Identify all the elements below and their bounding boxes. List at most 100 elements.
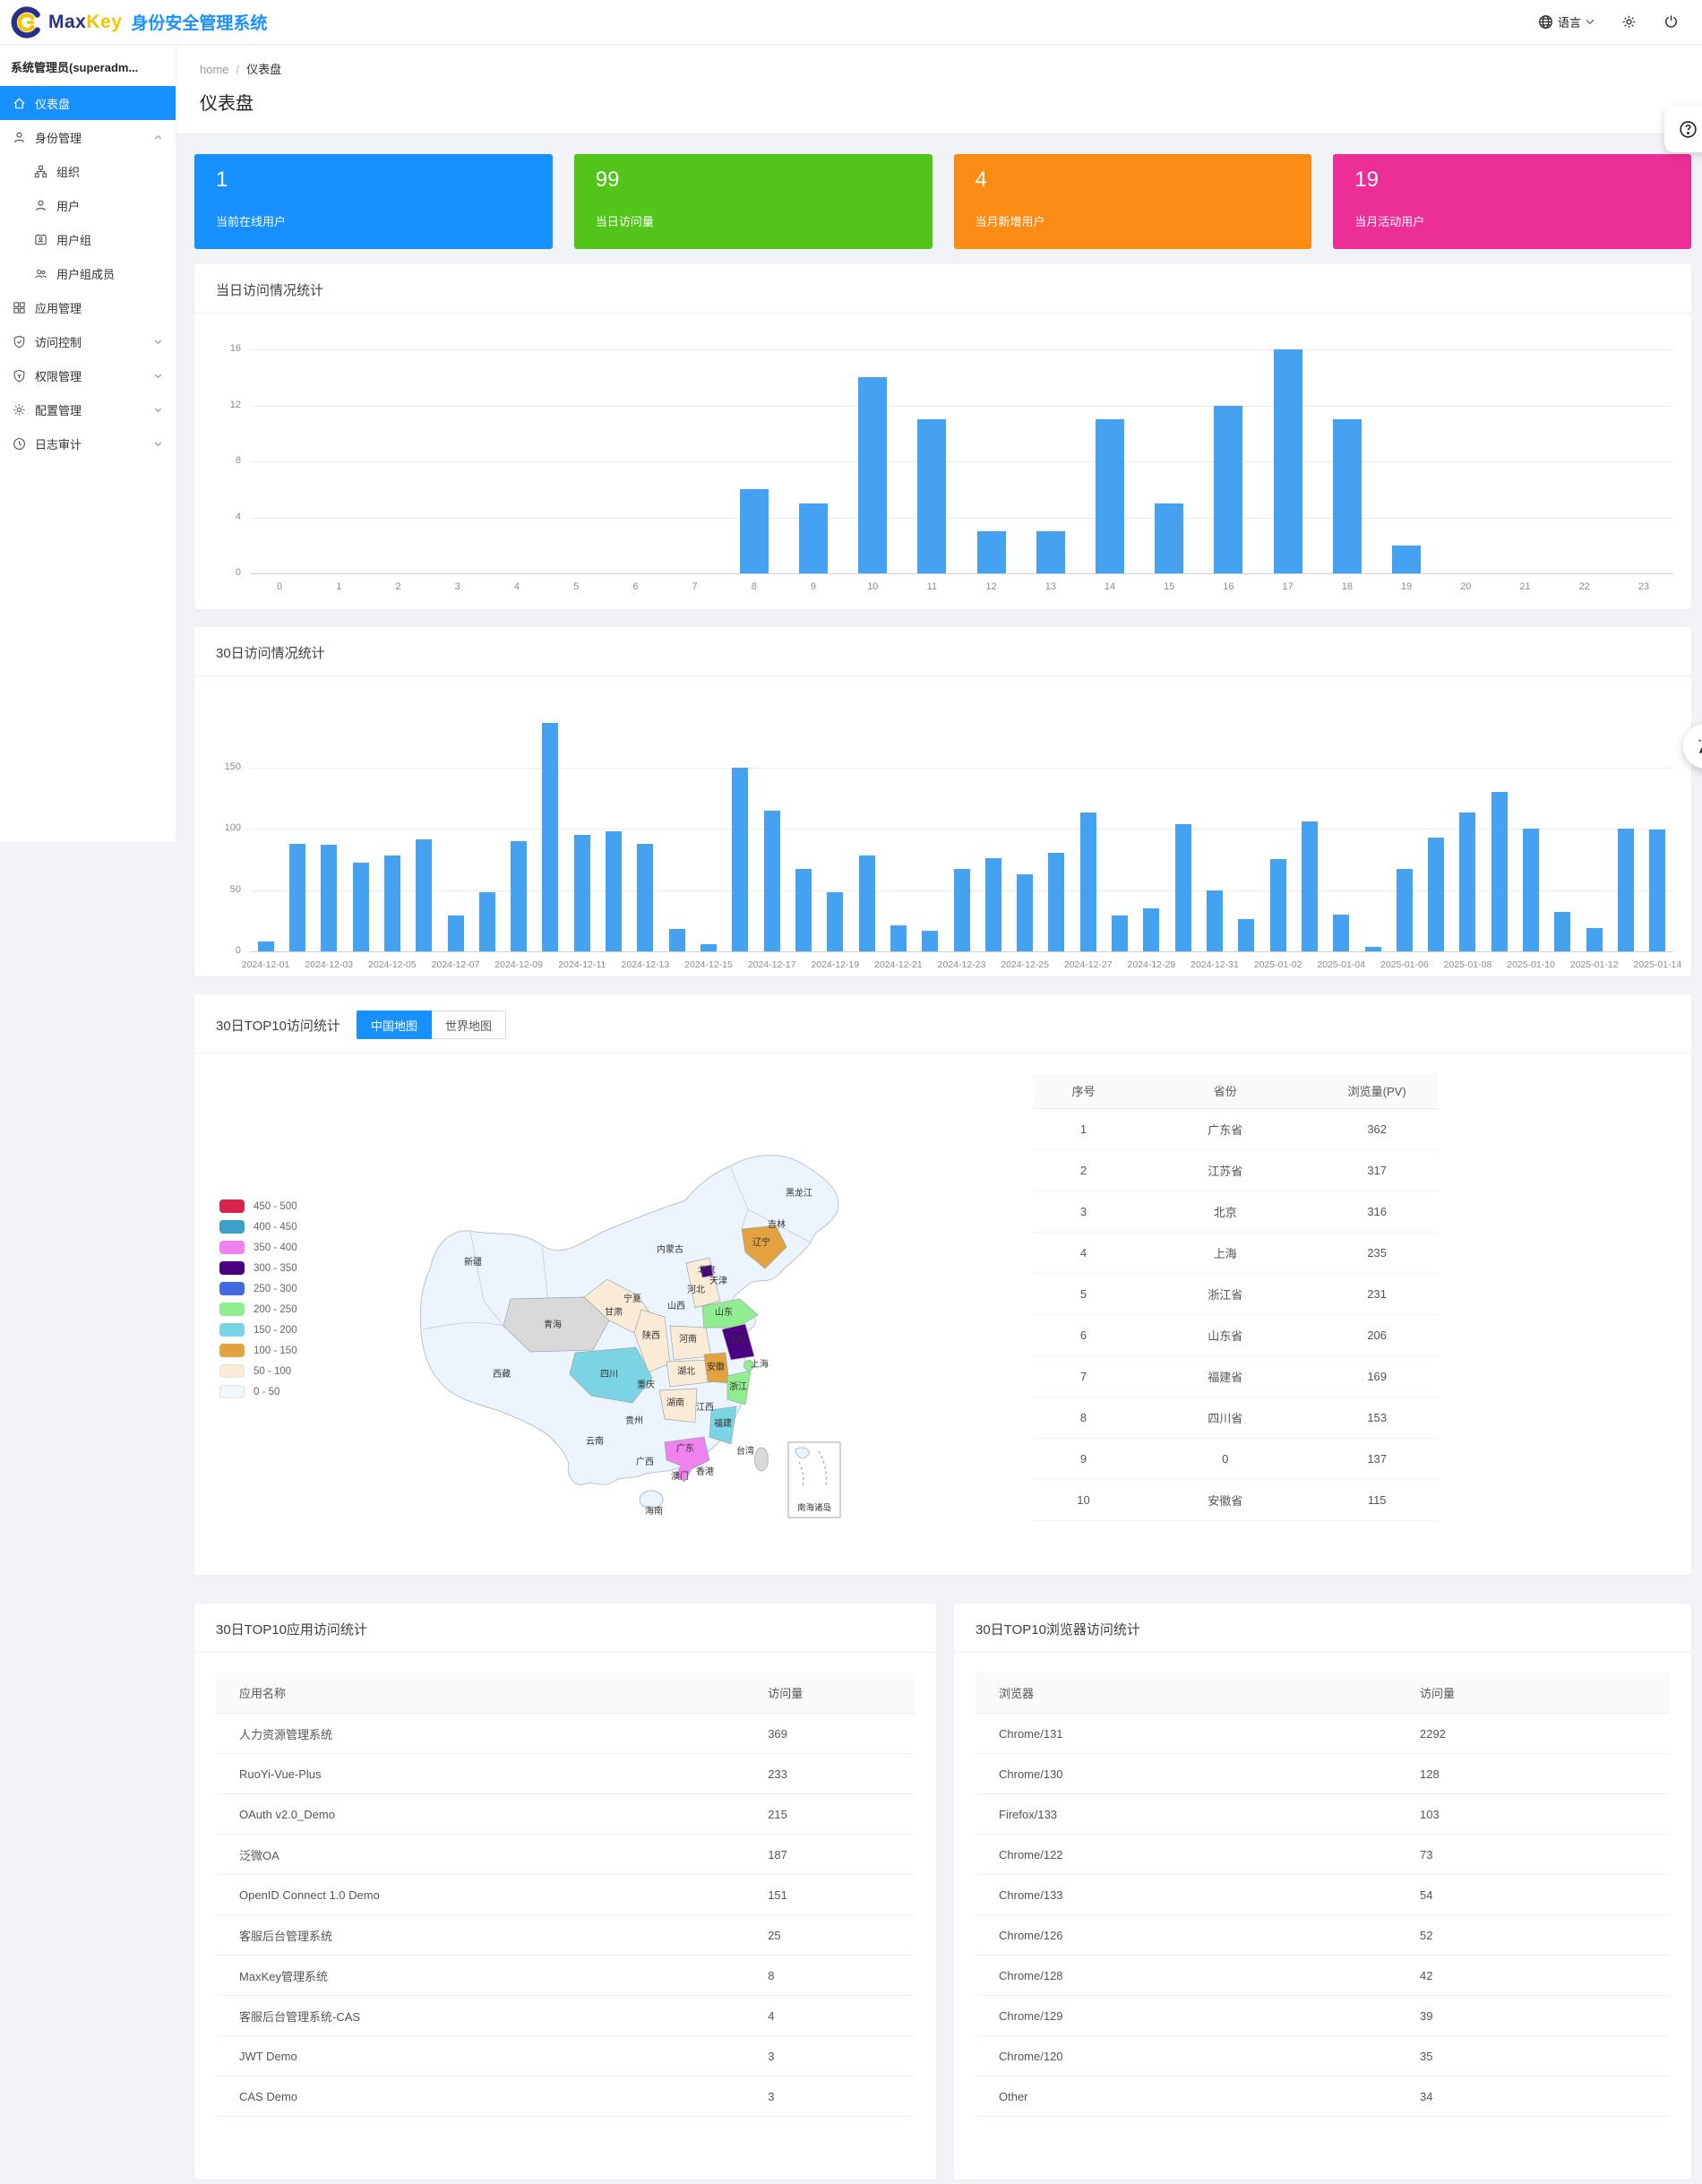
table-cell: 浙江省 — [1208, 1288, 1243, 1302]
bar — [1491, 792, 1508, 951]
table-cell: 人力资源管理系统 — [239, 1727, 333, 1741]
province-jiangsu[interactable] — [721, 1323, 755, 1361]
settings-gear-icon[interactable] — [1621, 14, 1637, 30]
sidebar-item-permissions[interactable]: 权限管理 — [0, 358, 176, 392]
legend-item-0: 450 - 500 — [219, 1196, 297, 1217]
column-header: 访问量 — [1420, 1687, 1456, 1700]
x-tick-label: 8 — [751, 581, 757, 592]
gridline — [250, 767, 1673, 769]
card-title: 30日访问情况统计 — [216, 646, 325, 661]
table-cell: 安徽省 — [1208, 1494, 1243, 1508]
province-liaoning[interactable] — [741, 1225, 787, 1269]
province-zhejiang[interactable] — [726, 1370, 752, 1406]
x-tick-label: 2024-12-13 — [621, 959, 670, 970]
table-cell: 153 — [1367, 1411, 1388, 1424]
bar — [1392, 545, 1422, 573]
province-fujian[interactable] — [709, 1406, 737, 1445]
sidebar-item-identity[interactable]: 身份管理 — [0, 120, 176, 154]
sidebar-item-organization[interactable]: 组织 — [0, 154, 176, 188]
tab-world-map[interactable]: 世界地图 — [430, 1010, 506, 1039]
sidebar-item-access-control[interactable]: 访问控制 — [0, 324, 176, 358]
table-cell: Chrome/122 — [999, 1847, 1063, 1862]
help-floating-button[interactable] — [1664, 106, 1702, 152]
x-tick-label: 2025-01-06 — [1380, 959, 1429, 970]
gridline — [250, 405, 1673, 407]
y-tick-label: 8 — [235, 455, 241, 466]
table-row: 3 北京 316 — [1033, 1191, 1438, 1233]
x-tick-label: 5 — [573, 581, 580, 592]
sidebar-item-label: 用户组 — [56, 233, 92, 247]
x-tick-label: 4 — [513, 581, 520, 592]
brand-title: 身份安全管理系统 — [131, 14, 268, 33]
province-shandong[interactable] — [701, 1298, 759, 1328]
bar — [798, 503, 828, 573]
table-cell: CAS Demo — [239, 2089, 298, 2103]
sidebar-item-user-groups[interactable]: 用户组 — [0, 222, 176, 256]
table-cell: 4 — [1079, 1246, 1087, 1260]
table-cell: 73 — [1420, 1847, 1433, 1862]
table-cell: 231 — [1367, 1287, 1388, 1301]
province-guangdong[interactable] — [664, 1436, 710, 1483]
breadcrumb-home[interactable]: home — [200, 63, 229, 76]
province-label: 上海 — [751, 1358, 769, 1370]
language-dropdown[interactable]: 语言 — [1538, 13, 1595, 30]
table-cell: RuoYi-Vue-Plus — [239, 1767, 322, 1781]
sidebar-item-dashboard[interactable]: 仪表盘 — [0, 86, 176, 120]
sidebar-item-apps[interactable]: 应用管理 — [0, 290, 176, 324]
y-tick-label: 50 — [229, 883, 241, 895]
province-shaanxi[interactable] — [633, 1309, 671, 1373]
card-title: 30日TOP10访问统计 — [216, 1018, 340, 1034]
x-tick-label: 2 — [395, 581, 401, 592]
table-cell: 3 — [768, 2089, 775, 2103]
table-header-row: 应用名称 访问量 — [216, 1672, 915, 1714]
province-shanghai[interactable] — [744, 1360, 754, 1371]
sidebar-item-users[interactable]: 用户 — [0, 188, 176, 222]
tab-china-map[interactable]: 中国地图 — [356, 1010, 432, 1039]
sidebar-item-label: 配置管理 — [35, 403, 82, 417]
x-tick-label: 2024-12-09 — [494, 959, 543, 970]
table-cell: Chrome/133 — [999, 1887, 1063, 1902]
stat-label: 当月活动用户 — [1354, 214, 1425, 228]
table-row: 4 上海 235 — [1033, 1233, 1438, 1274]
table-cell: 上海 — [1213, 1247, 1237, 1260]
bar — [637, 843, 654, 951]
region-ranking-table: 序号 省份 浏览量(PV) 1 广东省 362 2 江苏省 317 3 北京 316 4 上海 235 5 浙江… — [1033, 1073, 1438, 1521]
sidebar: 系统管理员(superadm... 仪表盘 身份管理 组织 用户 用户组 用户组成员 应用管… — [0, 45, 176, 842]
province-beijing[interactable] — [700, 1264, 714, 1278]
annotate-floating-button[interactable] — [1683, 724, 1702, 769]
table-cell: 233 — [768, 1767, 787, 1781]
table-cell: 9 — [1079, 1452, 1087, 1466]
legend-range-label: 250 - 300 — [254, 1283, 297, 1294]
column-header: 访问量 — [768, 1687, 804, 1700]
divider — [954, 1652, 1691, 1653]
sidebar-item-group-members[interactable]: 用户组成员 — [0, 256, 176, 290]
x-tick-label: 2025-01-08 — [1443, 959, 1492, 970]
chevron-down-icon — [153, 337, 163, 347]
x-tick-label: 12 — [985, 581, 997, 592]
bar — [795, 869, 812, 951]
legend-swatch — [219, 1220, 245, 1234]
bar — [1036, 531, 1065, 573]
table-cell: 34 — [1420, 2089, 1433, 2103]
divider — [194, 313, 1691, 314]
bar — [953, 869, 970, 951]
legend-swatch — [219, 1344, 245, 1357]
province-sichuan[interactable] — [569, 1346, 653, 1404]
stat-value: 99 — [595, 168, 620, 192]
table-header-row: 序号 省份 浏览量(PV) — [1033, 1073, 1438, 1109]
legend-item-9: 0 - 50 — [219, 1381, 297, 1402]
province-hunan[interactable] — [658, 1388, 698, 1423]
sidebar-item-config[interactable]: 配置管理 — [0, 392, 176, 426]
logout-icon[interactable] — [1663, 14, 1679, 30]
x-tick-label: 2025-01-14 — [1633, 959, 1682, 970]
y-tick-label: 16 — [229, 343, 241, 354]
safety-icon — [13, 335, 26, 348]
table-cell: 3 — [1079, 1205, 1087, 1218]
table-cell: 4 — [768, 2008, 775, 2023]
monthly-visits-bar-chart: 0 50 100 150 2024-12-01 2024-12-03 2024-12-05 2… — [225, 712, 1681, 970]
x-tick-label: 20 — [1460, 581, 1472, 592]
province-taiwan[interactable] — [754, 1447, 769, 1472]
sidebar-item-audit[interactable]: 日志审计 — [0, 426, 176, 460]
x-tick-label: 18 — [1341, 581, 1353, 592]
